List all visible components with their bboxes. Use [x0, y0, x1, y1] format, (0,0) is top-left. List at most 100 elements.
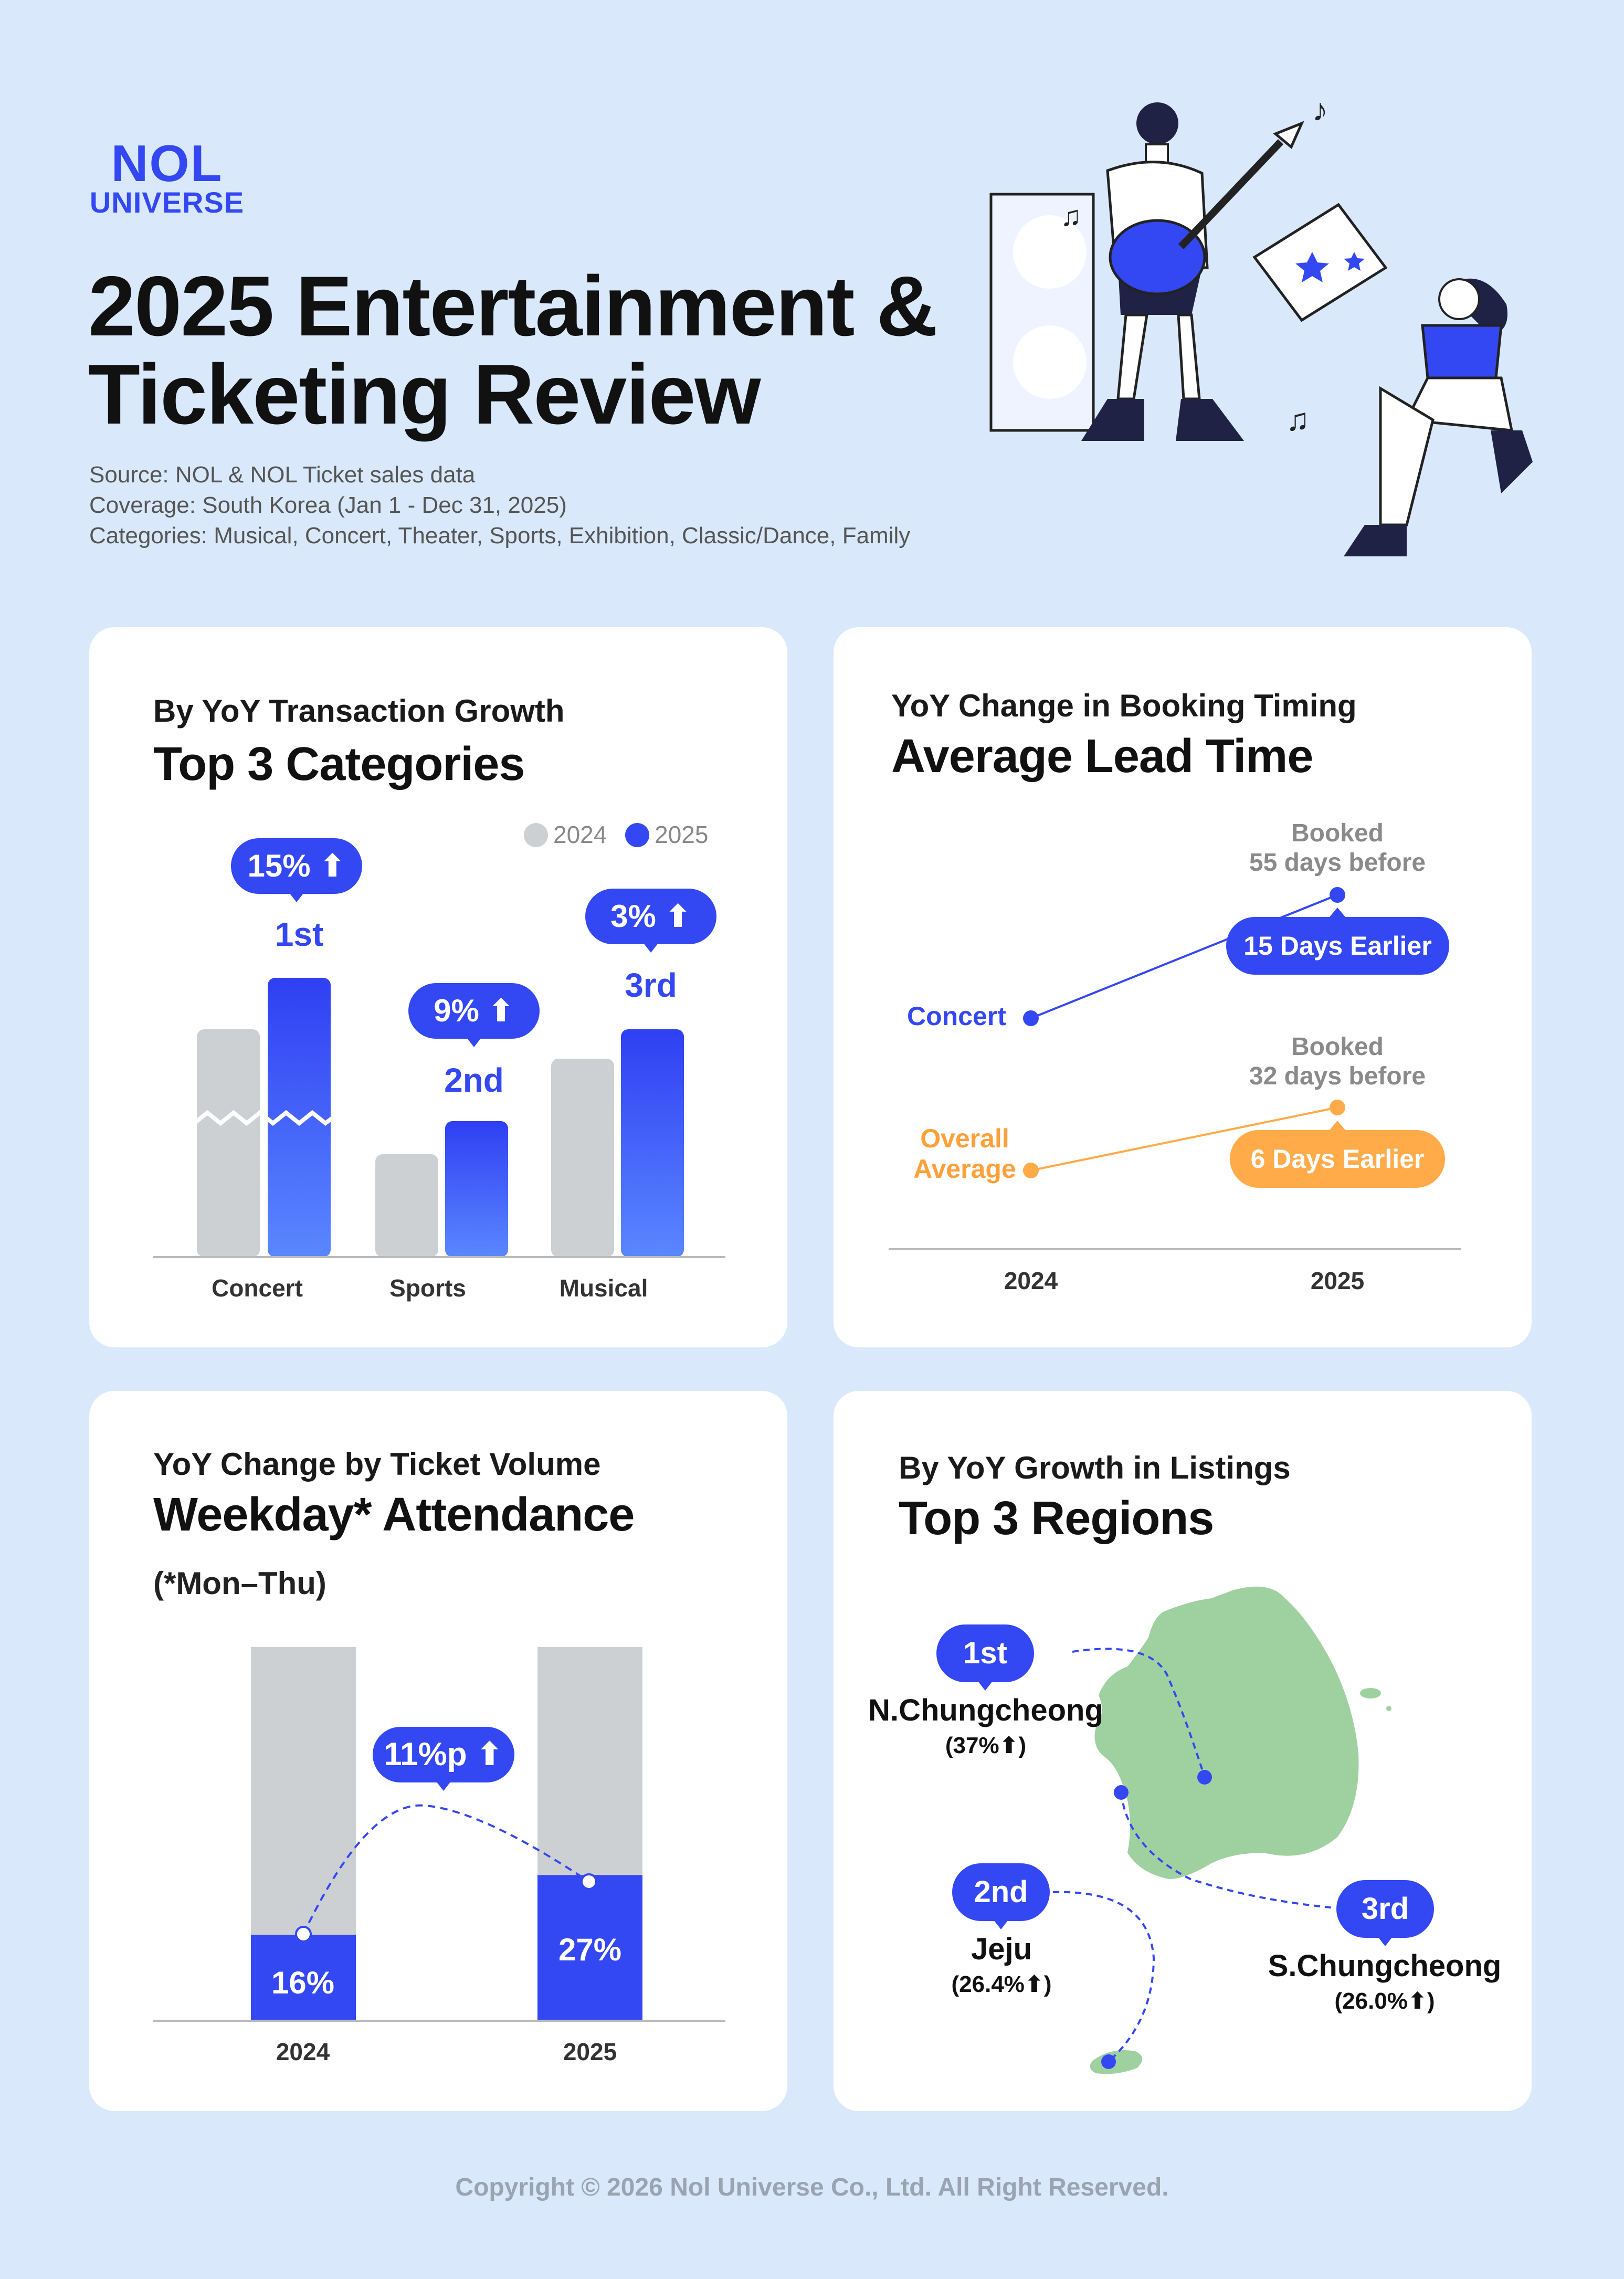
map-point-n-chungcheong: [1197, 1770, 1212, 1785]
card-top-categories: By YoY Transaction Growth Top 3 Categori…: [89, 627, 787, 1347]
brand-logo-line1: NOL: [111, 134, 223, 192]
jeju-island: [1090, 2050, 1143, 2074]
rank-pill-2nd: 2nd: [952, 1863, 1050, 1921]
trend-point-2025: [581, 1873, 597, 1890]
header-illustration: ♪ ♫ ♫: [989, 94, 1533, 556]
pill-tail: [1330, 1121, 1345, 1130]
card-title: Average Lead Time: [891, 730, 1313, 783]
brand-logo-line2: UNIVERSE: [89, 186, 245, 219]
pill-tail: [978, 1681, 993, 1691]
card-title: Weekday* Attendance: [153, 1489, 635, 1541]
overall-series-label-line1: Overall: [920, 1124, 1009, 1153]
overall-note-line2: 32 days before: [1249, 1062, 1426, 1090]
bar-2024-concert: [197, 1029, 260, 1257]
pill-tail: [1378, 1937, 1393, 1946]
overall-line: [1030, 1106, 1338, 1172]
region-name-jeju: Jeju: [971, 1932, 1032, 1966]
ticket-illustration: [1252, 203, 1388, 322]
change-value: 11%p: [384, 1736, 467, 1772]
region-growth-s-chungcheong: (26.0%⬆): [1301, 1988, 1469, 2014]
ulleung-island: [1360, 1688, 1381, 1698]
dokdo-island: [1386, 1706, 1391, 1711]
bar-value-2025: 27%: [558, 1932, 622, 1967]
source-line: Source: NOL & NOL Ticket sales data: [89, 462, 476, 488]
region-name-n-chungcheong: N.Chungcheong: [868, 1693, 1103, 1727]
growth-value: (37%: [945, 1733, 999, 1758]
x-tick-musical: Musical: [559, 1274, 648, 1302]
up-arrow-icon: ⬆: [310, 848, 346, 883]
overall-series-label-line2: Average: [913, 1154, 1016, 1184]
bar-2024-sports: [375, 1154, 438, 1257]
card-subtitle: YoY Change in Booking Timing: [891, 688, 1357, 723]
x-tick-2025: 2025: [1310, 1267, 1365, 1294]
page-title: 2025 Entertainment & Ticketing Review: [88, 262, 980, 439]
concert-note: Booked 55 days before: [1232, 819, 1442, 878]
overall-note: Booked 32 days before: [1232, 1032, 1442, 1091]
overall-series-label: Overall Average: [902, 1123, 1028, 1184]
x-tick-concert: Concert: [212, 1274, 303, 1302]
up-arrow-icon: ⬆: [1024, 1971, 1044, 1997]
up-arrow-icon: ⬆: [1407, 1988, 1427, 2014]
close-paren: ): [1427, 1988, 1435, 2014]
page-title-line1: 2025 Entertainment &: [88, 259, 938, 354]
concert-note-line2: 55 days before: [1249, 849, 1426, 877]
lead-time-line-chart: [889, 887, 1461, 1250]
legend-label-2024: 2024: [553, 821, 607, 848]
trend-point-2024: [295, 1926, 312, 1943]
legend-swatch-2024: [524, 823, 548, 847]
leader-line-1st: [1072, 1648, 1206, 1778]
growth-pill-musical: 3% ⬆: [585, 889, 716, 944]
bar-weekday-2025: [537, 1875, 642, 2021]
growth-value-sports: 9%: [434, 993, 479, 1028]
concert-series-label: Concert: [907, 1001, 1006, 1031]
categories-line: Categories: Musical, Concert, Theater, S…: [89, 523, 911, 548]
bar-2025-concert: [268, 978, 331, 1257]
pill-tail: [1330, 908, 1345, 917]
pill-tail: [467, 1038, 481, 1047]
music-note-icon: ♫: [1060, 201, 1082, 232]
card-subtitle: By YoY Transaction Growth: [153, 693, 565, 729]
card-top-regions: By YoY Growth in Listings Top 3 Regions …: [834, 1391, 1532, 2111]
pill-tail: [644, 943, 658, 953]
bar-value-2024: 16%: [271, 1965, 335, 2000]
pill-tail: [436, 1781, 451, 1791]
coverage-line: Coverage: South Korea (Jan 1 - Dec 31, 2…: [89, 492, 567, 518]
leader-line-3rd: [1120, 1792, 1335, 1909]
chart-legend: 2024 2025: [524, 820, 708, 849]
korea-map: [1052, 1586, 1391, 2074]
bar-2025-sports: [445, 1121, 508, 1257]
copyright-footer: Copyright © 2026 Nol Universe Co., Ltd. …: [455, 2174, 1169, 2201]
bar-2025-musical: [621, 1029, 684, 1257]
rank-label-musical: 3rd: [625, 966, 677, 1004]
growth-pill-concert: 15% ⬆: [231, 838, 362, 894]
card-subtitle: YoY Change by Ticket Volume: [153, 1447, 601, 1482]
pill-tail: [994, 1920, 1008, 1929]
concert-point-2024: [1023, 1010, 1039, 1026]
overall-change-pill: 6 Days Earlier: [1230, 1130, 1445, 1188]
growth-value: (26.0%: [1334, 1988, 1408, 2014]
concert-point-2025: [1330, 887, 1345, 903]
pill-tail: [289, 893, 304, 902]
footnote: (*Mon–Thu): [153, 1566, 326, 1601]
card-title: Top 3 Categories: [153, 738, 525, 790]
x-tick-sports: Sports: [389, 1274, 466, 1302]
trend-arc: [302, 1804, 590, 1935]
guitarist-illustration: [1081, 102, 1304, 441]
overall-point-2024: [1023, 1163, 1039, 1178]
music-note-icon: ♪: [1312, 94, 1328, 128]
up-arrow-icon: ⬆: [467, 1736, 503, 1772]
music-note-icon: ♫: [1286, 402, 1310, 437]
dancer-illustration: [1344, 278, 1533, 556]
legend-label-2025: 2025: [655, 821, 709, 848]
up-arrow-icon: ⬆: [656, 899, 691, 934]
overall-note-line1: Booked: [1291, 1033, 1384, 1061]
korea-mainland: [1094, 1586, 1359, 1879]
card-weekday-attendance: YoY Change by Ticket Volume Weekday* Att…: [89, 1391, 787, 2111]
map-point-s-chungcheong: [1114, 1785, 1129, 1800]
x-tick-2024: 2024: [1004, 1267, 1058, 1294]
close-paren: ): [1018, 1733, 1027, 1758]
concert-change-pill: 15 Days Earlier: [1226, 917, 1449, 975]
concert-note-line1: Booked: [1291, 819, 1384, 847]
legend-swatch-2025: [625, 823, 650, 847]
x-tick-2024: 2024: [276, 2038, 330, 2065]
